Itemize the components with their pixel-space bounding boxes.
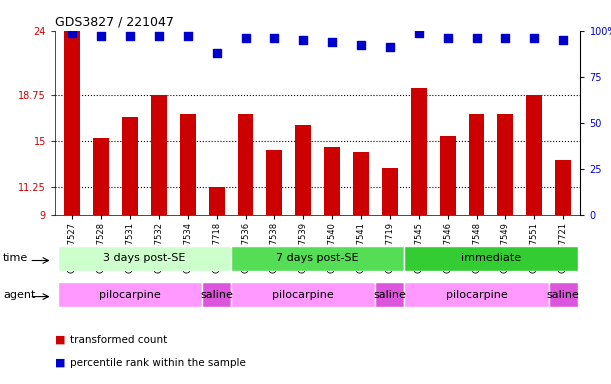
Bar xyxy=(324,147,340,215)
Text: pilocarpine: pilocarpine xyxy=(99,290,161,300)
Bar xyxy=(58,282,202,307)
Text: time: time xyxy=(3,253,28,263)
Point xyxy=(443,35,453,41)
Bar xyxy=(376,282,404,307)
Text: transformed count: transformed count xyxy=(70,335,167,345)
Point xyxy=(529,35,539,41)
Bar xyxy=(180,114,196,215)
Point xyxy=(558,37,568,43)
Point xyxy=(241,35,251,41)
Bar xyxy=(353,152,369,215)
Text: saline: saline xyxy=(200,290,233,300)
Text: ■: ■ xyxy=(55,358,65,368)
Text: percentile rank within the sample: percentile rank within the sample xyxy=(70,358,246,368)
Point xyxy=(269,35,279,41)
Point xyxy=(298,37,308,43)
Bar xyxy=(295,125,311,215)
Point xyxy=(212,50,222,56)
Point xyxy=(125,33,135,39)
Point xyxy=(356,42,366,48)
Bar xyxy=(209,187,225,215)
Point xyxy=(472,35,481,41)
Bar xyxy=(151,94,167,215)
Point xyxy=(183,33,192,39)
Text: ■: ■ xyxy=(55,335,65,345)
Point xyxy=(414,30,423,36)
Bar xyxy=(238,114,254,215)
Text: saline: saline xyxy=(547,290,580,300)
Point xyxy=(500,35,510,41)
Point xyxy=(67,30,77,36)
Text: saline: saline xyxy=(373,290,406,300)
Bar xyxy=(526,94,542,215)
Bar xyxy=(404,246,577,271)
Text: pilocarpine: pilocarpine xyxy=(445,290,507,300)
Bar xyxy=(58,246,231,271)
Bar xyxy=(64,31,80,215)
Text: immediate: immediate xyxy=(461,253,521,263)
Bar xyxy=(440,136,456,215)
Bar xyxy=(404,282,549,307)
Text: 3 days post-SE: 3 days post-SE xyxy=(103,253,186,263)
Bar xyxy=(202,282,231,307)
Bar xyxy=(382,168,398,215)
Bar xyxy=(469,114,485,215)
Point xyxy=(154,33,164,39)
Text: 7 days post-SE: 7 days post-SE xyxy=(276,253,359,263)
Bar xyxy=(231,282,376,307)
Point xyxy=(385,44,395,50)
Bar xyxy=(555,160,571,215)
Bar xyxy=(497,114,513,215)
Bar xyxy=(549,282,577,307)
Bar xyxy=(266,150,282,215)
Bar xyxy=(122,117,138,215)
Bar xyxy=(93,137,109,215)
Text: agent: agent xyxy=(3,290,35,300)
Bar xyxy=(231,246,404,271)
Bar xyxy=(411,88,426,215)
Point xyxy=(97,33,106,39)
Text: GDS3827 / 221047: GDS3827 / 221047 xyxy=(55,15,174,28)
Point xyxy=(327,39,337,45)
Text: pilocarpine: pilocarpine xyxy=(273,290,334,300)
